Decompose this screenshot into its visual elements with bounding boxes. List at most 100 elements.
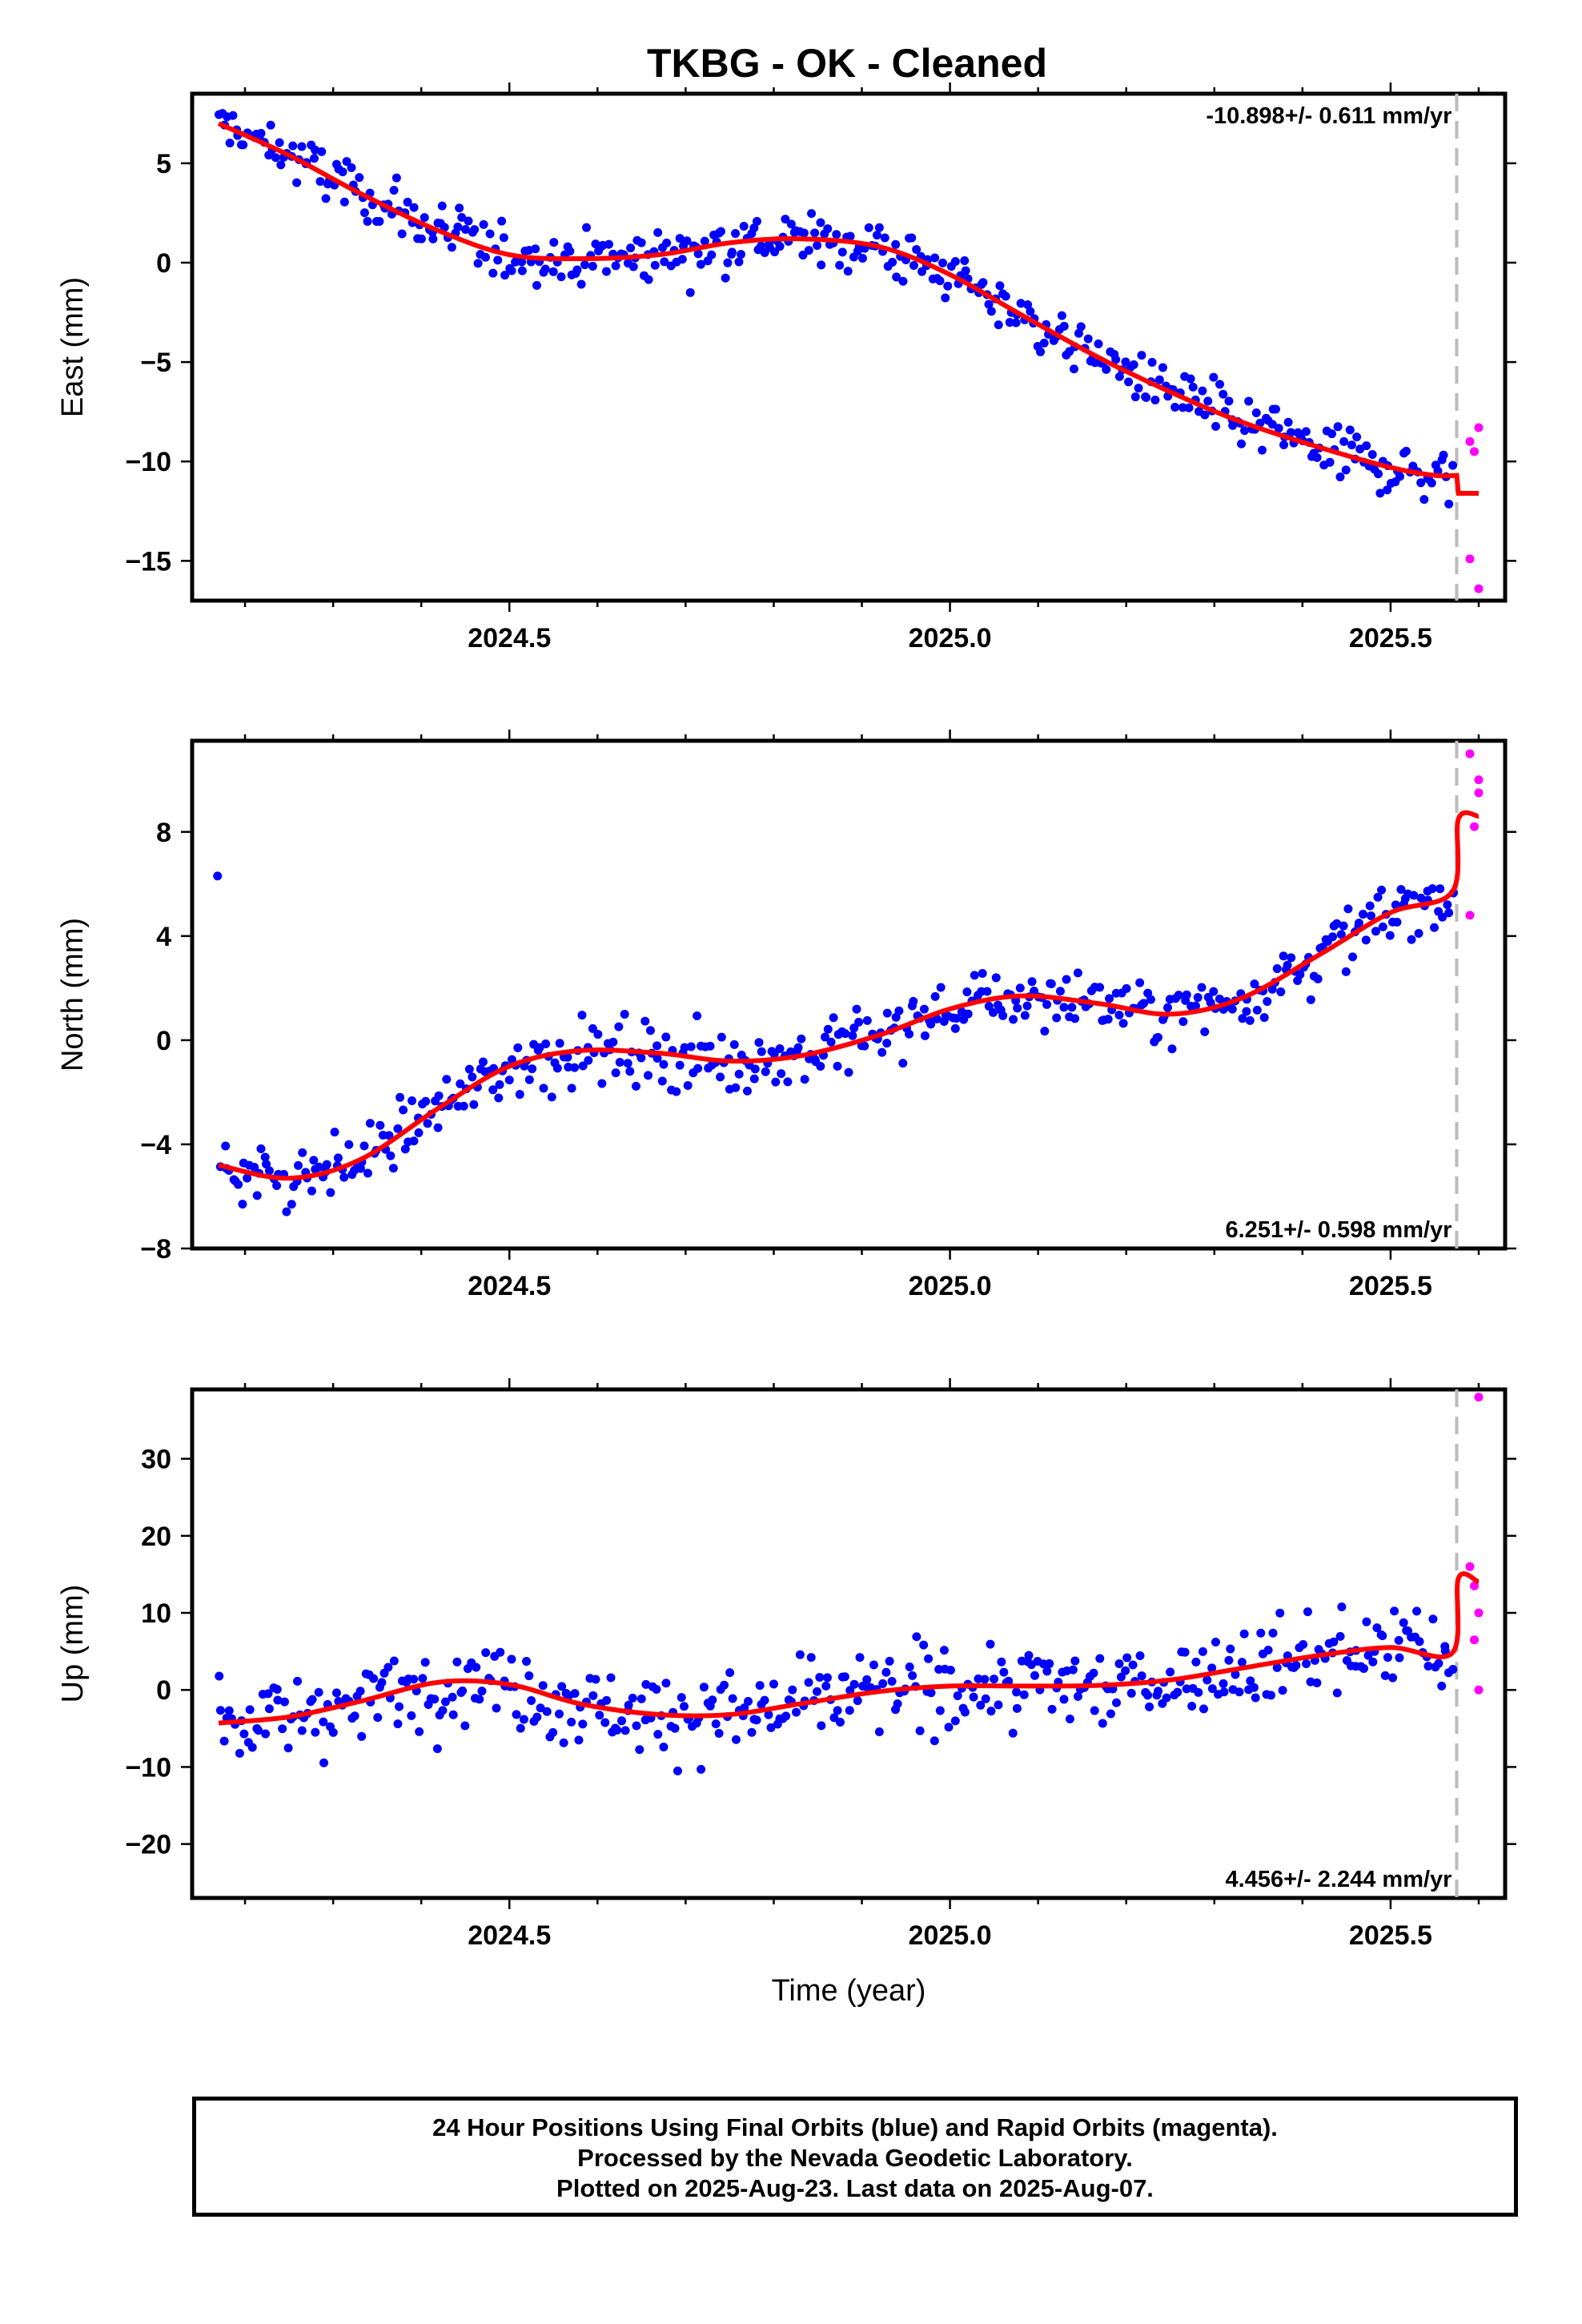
east-final-orbit-point: [1401, 446, 1411, 456]
north-final-orbit-point: [326, 1188, 335, 1197]
up-final-orbit-point: [980, 1675, 990, 1684]
north-final-orbit-point: [734, 1069, 744, 1079]
up-final-orbit-point: [272, 1684, 282, 1694]
east-final-orbit-point: [807, 209, 817, 219]
north-final-orbit-point: [577, 1011, 587, 1020]
up-final-orbit-point: [628, 1693, 637, 1703]
east-final-orbit-point: [292, 178, 302, 187]
north-final-orbit-point: [1118, 1019, 1128, 1028]
up-final-orbit-point: [806, 1653, 816, 1663]
up-final-orbit-point: [1143, 1691, 1153, 1700]
east-final-orbit-point: [707, 250, 717, 259]
up-final-orbit-point: [997, 1657, 1006, 1667]
up-final-orbit-point: [845, 1706, 854, 1715]
north-final-orbit-point: [1114, 1011, 1124, 1020]
north-final-orbit-point: [399, 1105, 408, 1115]
north-final-orbit-point: [841, 1029, 850, 1039]
east-final-orbit-point: [453, 222, 463, 231]
up-final-orbit-point: [788, 1685, 797, 1695]
north-final-orbit-point: [882, 1008, 892, 1018]
east-final-orbit-point: [1325, 457, 1335, 467]
up-final-orbit-point: [522, 1657, 532, 1667]
east-final-orbit-point: [1215, 380, 1225, 389]
north-final-orbit-point: [754, 1038, 764, 1047]
north-final-orbit-point: [478, 1057, 488, 1067]
east-final-orbit-point: [315, 177, 325, 187]
up-final-orbit-point: [1042, 1667, 1052, 1676]
north-final-orbit-point: [1193, 993, 1203, 1003]
east-final-orbit-point: [460, 224, 470, 234]
up-final-orbit-point: [822, 1673, 832, 1683]
north-final-orbit-point: [1015, 983, 1025, 993]
east-final-orbit-point: [309, 154, 319, 163]
up-final-orbit-point: [840, 1672, 849, 1682]
east-final-orbit-point: [1274, 424, 1283, 433]
figure-title: TKBG - OK - Cleaned: [647, 41, 1047, 86]
up-panel: 2024.5 2025.0 2025.5 30 20 10 0 −10 −20 Up (mm) Ti…: [56, 1378, 1516, 2008]
east-final-orbit-point: [1267, 420, 1277, 429]
north-final-orbit-point: [1443, 900, 1452, 910]
up-final-orbit-point: [795, 1650, 805, 1659]
north-x-tick-label: 2024.5: [468, 1271, 551, 1301]
north-final-orbit-point: [631, 1081, 640, 1091]
north-final-orbit-point: [1103, 1015, 1113, 1024]
up-final-orbit-point: [1012, 1687, 1022, 1697]
north-final-orbit-point: [1042, 999, 1052, 1009]
north-final-orbit-point: [749, 1074, 759, 1084]
north-final-orbit-point: [393, 1124, 403, 1133]
up-final-orbit-point: [438, 1706, 448, 1715]
up-final-orbit-point: [919, 1640, 929, 1650]
east-final-orbit-point: [650, 260, 660, 270]
east-final-orbit-point: [1102, 364, 1111, 374]
up-final-orbit-point: [1275, 1608, 1285, 1618]
up-final-orbit-point: [1302, 1659, 1311, 1668]
up-final-orbit-point: [981, 1694, 990, 1703]
up-final-orbit-point: [574, 1735, 584, 1745]
north-rate-label: 6.251+/- 0.598 mm/yr: [1226, 1217, 1452, 1243]
up-final-orbit-point: [307, 1695, 317, 1704]
east-final-orbit-point: [321, 194, 331, 203]
up-final-orbit-point: [641, 1679, 651, 1689]
up-final-orbit-point: [1089, 1668, 1098, 1678]
east-rapid-orbit-point: [1469, 447, 1479, 456]
north-final-orbit-point: [1279, 951, 1288, 961]
up-rapid-orbit-point: [1469, 1581, 1479, 1590]
east-final-orbit-point: [1147, 357, 1157, 367]
up-final-orbit-point: [1187, 1701, 1197, 1711]
east-final-orbit-point: [1312, 452, 1322, 462]
east-final-orbit-point: [1279, 440, 1289, 450]
east-final-orbit-point: [1026, 307, 1035, 316]
east-final-orbit-point: [532, 280, 541, 290]
north-final-orbit-point: [570, 1063, 580, 1072]
up-final-orbit-point: [278, 1724, 287, 1734]
east-final-orbit-point: [816, 218, 825, 227]
up-final-orbit-point: [1047, 1704, 1057, 1714]
east-y-tick-label: 0: [156, 248, 171, 279]
east-final-orbit-point: [943, 281, 953, 291]
up-final-orbit-point: [946, 1665, 955, 1675]
east-final-orbit-point: [1142, 392, 1151, 402]
north-final-orbit-point: [877, 1047, 887, 1057]
east-final-orbit-point: [485, 229, 495, 239]
up-final-orbit-point: [1154, 1687, 1163, 1696]
up-final-orbit-point: [314, 1687, 323, 1697]
east-final-orbit-point: [891, 239, 901, 249]
up-final-orbit-point: [1303, 1607, 1312, 1617]
east-final-orbit-point: [480, 252, 490, 262]
east-final-orbit-point: [749, 223, 759, 233]
north-final-orbit-point: [1022, 1001, 1032, 1011]
east-final-orbit-point: [917, 267, 927, 276]
up-final-orbit-point: [711, 1719, 721, 1729]
east-final-orbit-point: [995, 281, 1005, 291]
north-final-orbit-point: [823, 1024, 833, 1034]
up-final-orbit-point: [578, 1719, 588, 1729]
east-final-orbit-point: [1057, 311, 1066, 320]
up-final-orbit-point: [673, 1766, 682, 1775]
up-final-orbit-point: [418, 1674, 428, 1683]
north-final-orbit-point: [1030, 987, 1039, 996]
up-final-orbit-point: [1251, 1693, 1260, 1703]
east-final-orbit-point: [1448, 460, 1458, 470]
east-final-orbit-point: [880, 233, 889, 243]
up-final-orbit-point: [1246, 1676, 1255, 1686]
up-final-orbit-point: [1237, 1658, 1247, 1667]
